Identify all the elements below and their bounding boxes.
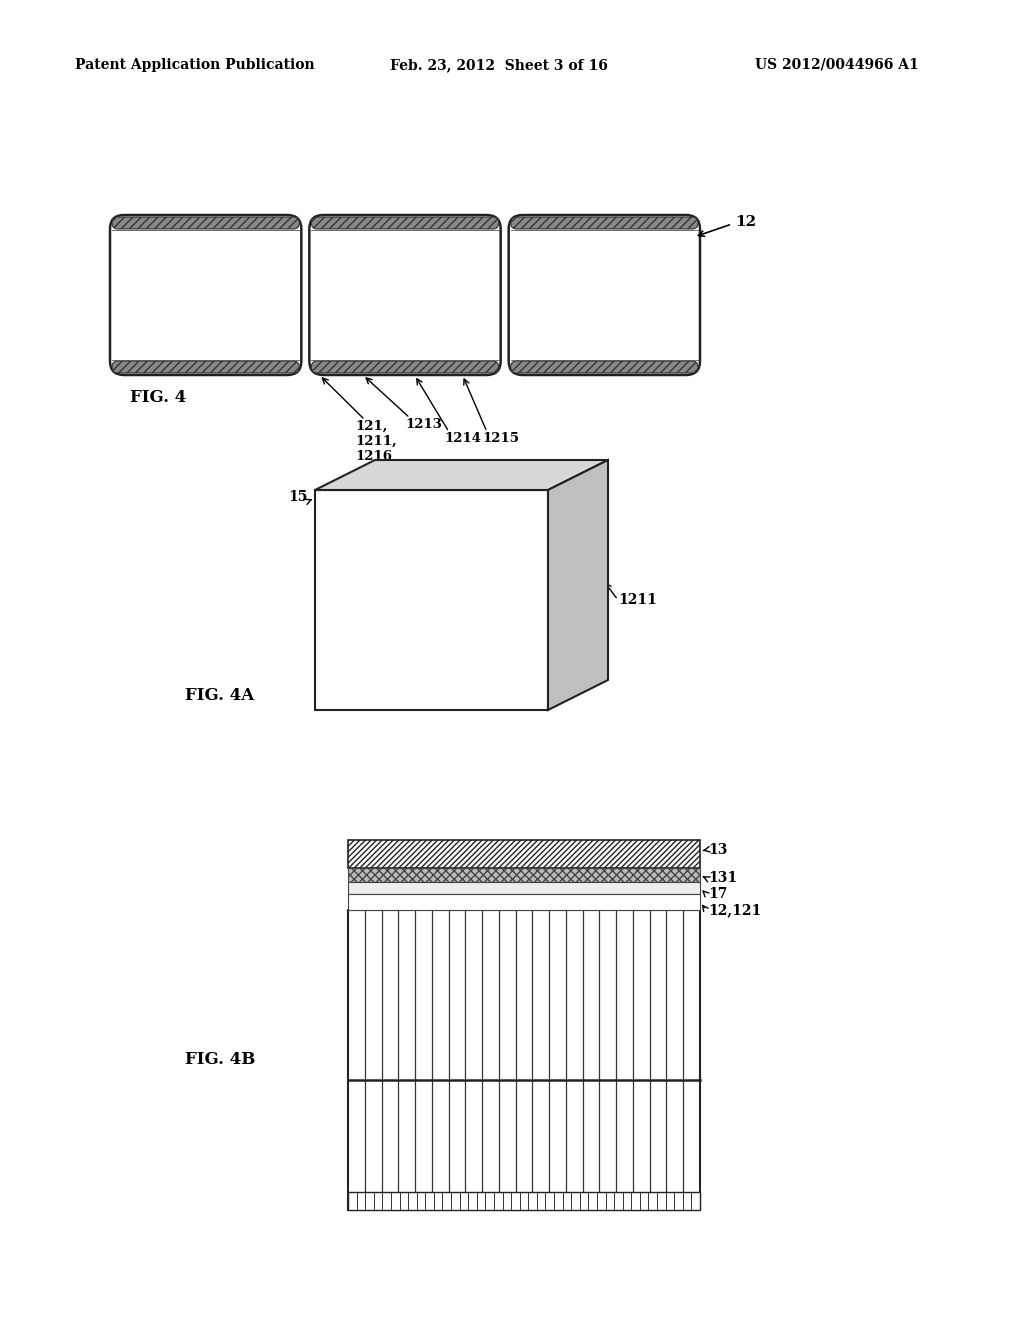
FancyBboxPatch shape <box>311 230 499 360</box>
FancyBboxPatch shape <box>511 216 698 228</box>
FancyBboxPatch shape <box>112 230 299 360</box>
FancyBboxPatch shape <box>112 360 299 374</box>
Text: 131: 131 <box>708 871 737 884</box>
Text: 12: 12 <box>735 215 756 228</box>
Text: 17: 17 <box>708 887 727 902</box>
Text: Feb. 23, 2012  Sheet 3 of 16: Feb. 23, 2012 Sheet 3 of 16 <box>390 58 608 73</box>
Bar <box>348 882 700 894</box>
Text: 121: 121 <box>358 477 387 490</box>
FancyBboxPatch shape <box>511 230 698 360</box>
Text: 1215: 1215 <box>482 432 519 445</box>
Bar <box>348 909 700 1210</box>
Text: US 2012/0044966 A1: US 2012/0044966 A1 <box>755 58 919 73</box>
Text: 12,121: 12,121 <box>708 903 761 917</box>
Polygon shape <box>548 459 608 710</box>
Polygon shape <box>315 459 608 490</box>
Bar <box>348 869 700 882</box>
Text: FIG. 4: FIG. 4 <box>130 389 186 407</box>
Text: 15: 15 <box>289 490 308 504</box>
Bar <box>348 840 700 869</box>
Text: 1211,: 1211, <box>355 436 396 447</box>
Bar <box>348 1192 700 1210</box>
FancyBboxPatch shape <box>509 215 700 375</box>
Text: 1214: 1214 <box>444 432 481 445</box>
Text: 1216: 1216 <box>355 450 392 463</box>
Text: 121,: 121, <box>355 420 387 433</box>
FancyBboxPatch shape <box>511 360 698 374</box>
FancyBboxPatch shape <box>309 215 501 375</box>
Text: 13: 13 <box>708 843 727 857</box>
Text: Patent Application Publication: Patent Application Publication <box>75 58 314 73</box>
FancyBboxPatch shape <box>311 360 499 374</box>
FancyBboxPatch shape <box>311 216 499 228</box>
Text: FIG. 4B: FIG. 4B <box>185 1052 255 1068</box>
FancyBboxPatch shape <box>110 215 301 375</box>
FancyBboxPatch shape <box>112 216 299 228</box>
Bar <box>348 894 700 909</box>
Text: FIG. 4A: FIG. 4A <box>185 686 254 704</box>
Bar <box>315 490 548 710</box>
Text: 1213: 1213 <box>406 418 442 432</box>
Text: 1211: 1211 <box>618 593 656 607</box>
